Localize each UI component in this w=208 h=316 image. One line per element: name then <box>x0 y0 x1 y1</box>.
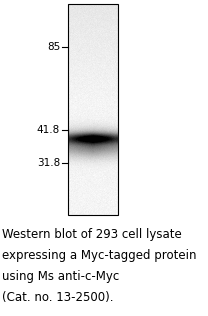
Text: expressing a Myc-tagged protein: expressing a Myc-tagged protein <box>2 249 197 262</box>
Text: 31.8: 31.8 <box>37 158 60 168</box>
Text: 85: 85 <box>47 42 60 52</box>
Text: Western blot of 293 cell lysate: Western blot of 293 cell lysate <box>2 228 182 241</box>
Text: (Cat. no. 13-2500).: (Cat. no. 13-2500). <box>2 291 114 304</box>
Text: using Ms anti-c-Myc: using Ms anti-c-Myc <box>2 270 119 283</box>
Bar <box>68 4 118 215</box>
Text: 41.8: 41.8 <box>37 125 60 135</box>
